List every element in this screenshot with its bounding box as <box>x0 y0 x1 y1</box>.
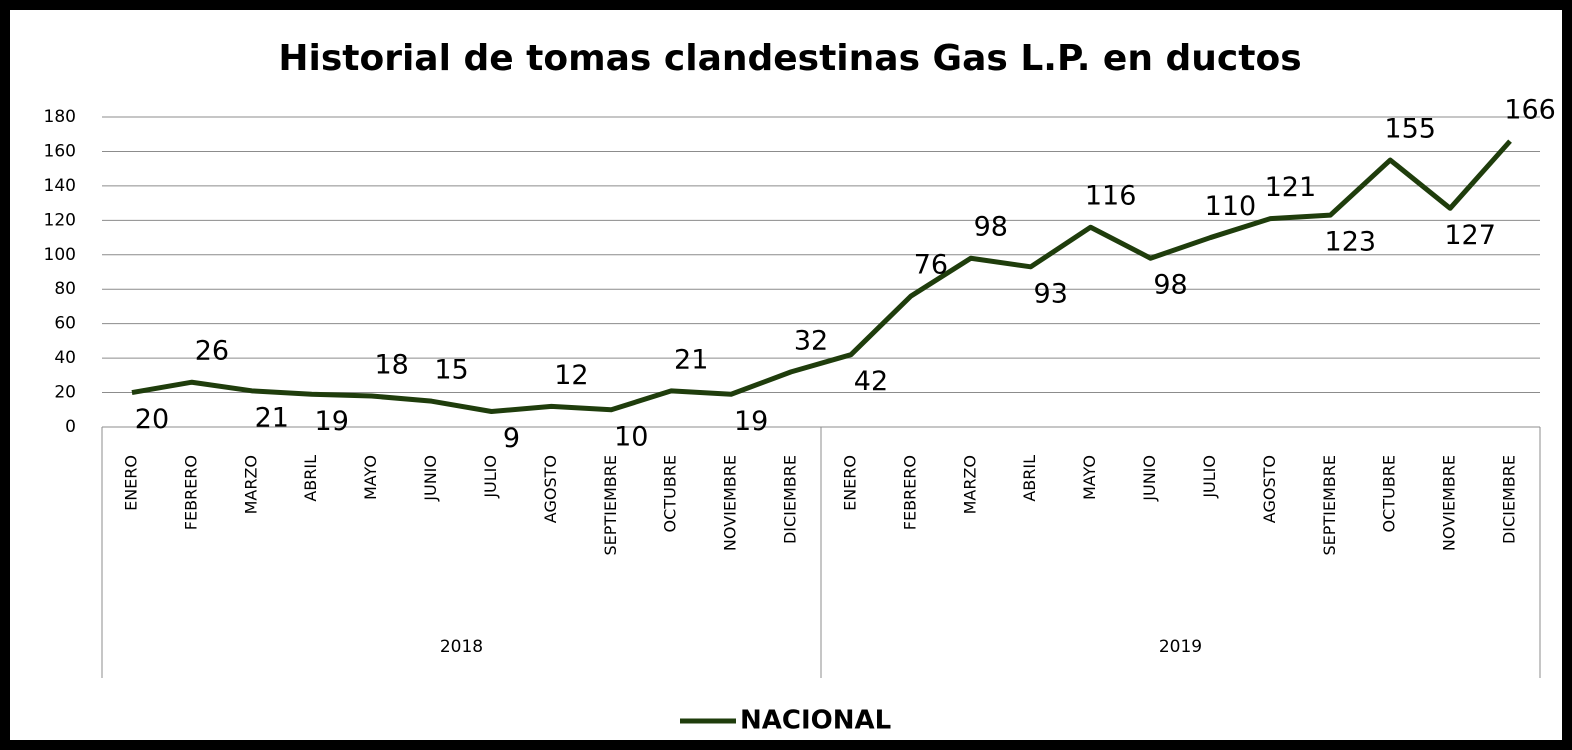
chart-title: Historial de tomas clandestinas Gas L.P.… <box>278 38 1301 79</box>
data-label: 127 <box>1444 220 1496 251</box>
data-label: 93 <box>1034 278 1068 309</box>
y-tick-label: 60 <box>54 314 76 334</box>
data-label: 76 <box>914 250 948 281</box>
data-label: 10 <box>614 421 648 452</box>
x-tick-label: NOVIEMBRE <box>721 455 740 551</box>
data-label: 20 <box>135 404 169 435</box>
x-tick-label: MARZO <box>241 455 260 514</box>
y-tick-label: 40 <box>54 348 76 368</box>
y-tick-label: 20 <box>54 383 76 403</box>
data-label: 26 <box>195 336 229 367</box>
data-label: 19 <box>734 406 768 437</box>
x-tick-label: JUNIO <box>1140 455 1159 502</box>
x-tick-label: SEPTIEMBRE <box>601 455 620 556</box>
x-tick-label: ENERO <box>840 455 859 511</box>
x-tick-label: ABRIL <box>1020 455 1039 502</box>
data-label: 98 <box>974 212 1008 243</box>
x-tick-label: OCTUBRE <box>1380 455 1399 532</box>
x-tick-label: JULIO <box>1200 455 1219 499</box>
group-label: 2019 <box>1159 637 1202 657</box>
data-label: 15 <box>434 355 468 386</box>
x-tick-label: AGOSTO <box>1260 455 1279 523</box>
x-tick-label: OCTUBRE <box>661 455 680 532</box>
y-tick-label: 160 <box>44 141 76 161</box>
data-label: 9 <box>503 423 520 454</box>
data-label: 121 <box>1265 172 1317 203</box>
x-tick-label: MARZO <box>960 455 979 514</box>
line-series <box>131 139 1512 414</box>
y-tick-label: 0 <box>65 417 76 437</box>
data-label: 98 <box>1153 270 1187 301</box>
data-label: 19 <box>315 406 349 437</box>
x-tick-label: JULIO <box>481 455 500 499</box>
x-tick-label: DICIEMBRE <box>781 455 800 544</box>
data-label: 166 <box>1504 95 1556 126</box>
y-tick-label: 140 <box>44 176 76 196</box>
x-tick-label: DICIEMBRE <box>1500 455 1519 544</box>
y-tick-label: 80 <box>54 279 76 299</box>
group-label: 2018 <box>440 637 483 657</box>
data-label: 42 <box>854 366 888 397</box>
data-label: 123 <box>1325 227 1377 258</box>
x-tick-label: NOVIEMBRE <box>1440 455 1459 551</box>
x-tick-label: JUNIO <box>421 455 440 502</box>
data-label: 21 <box>255 402 289 433</box>
data-label: 116 <box>1085 181 1137 212</box>
data-label: 32 <box>794 325 828 356</box>
x-tick-label: SEPTIEMBRE <box>1320 455 1339 556</box>
x-tick-label: FEBRERO <box>181 455 200 530</box>
data-label: 155 <box>1384 114 1436 145</box>
y-tick-label: 100 <box>44 245 76 265</box>
data-label: 12 <box>554 360 588 391</box>
x-tick-label: MAYO <box>1080 455 1099 500</box>
y-tick-label: 120 <box>44 210 76 230</box>
data-label: 21 <box>674 344 708 375</box>
x-tick-label: AGOSTO <box>541 455 560 523</box>
x-tick-label: ENERO <box>121 455 140 511</box>
x-tick-label: ABRIL <box>301 455 320 502</box>
legend-label: NACIONAL <box>740 706 891 736</box>
x-tick-label: FEBRERO <box>900 455 919 530</box>
data-label: 18 <box>374 350 408 381</box>
x-tick-label: MAYO <box>361 455 380 500</box>
data-label: 110 <box>1205 191 1257 222</box>
y-tick-label: 180 <box>44 107 76 127</box>
